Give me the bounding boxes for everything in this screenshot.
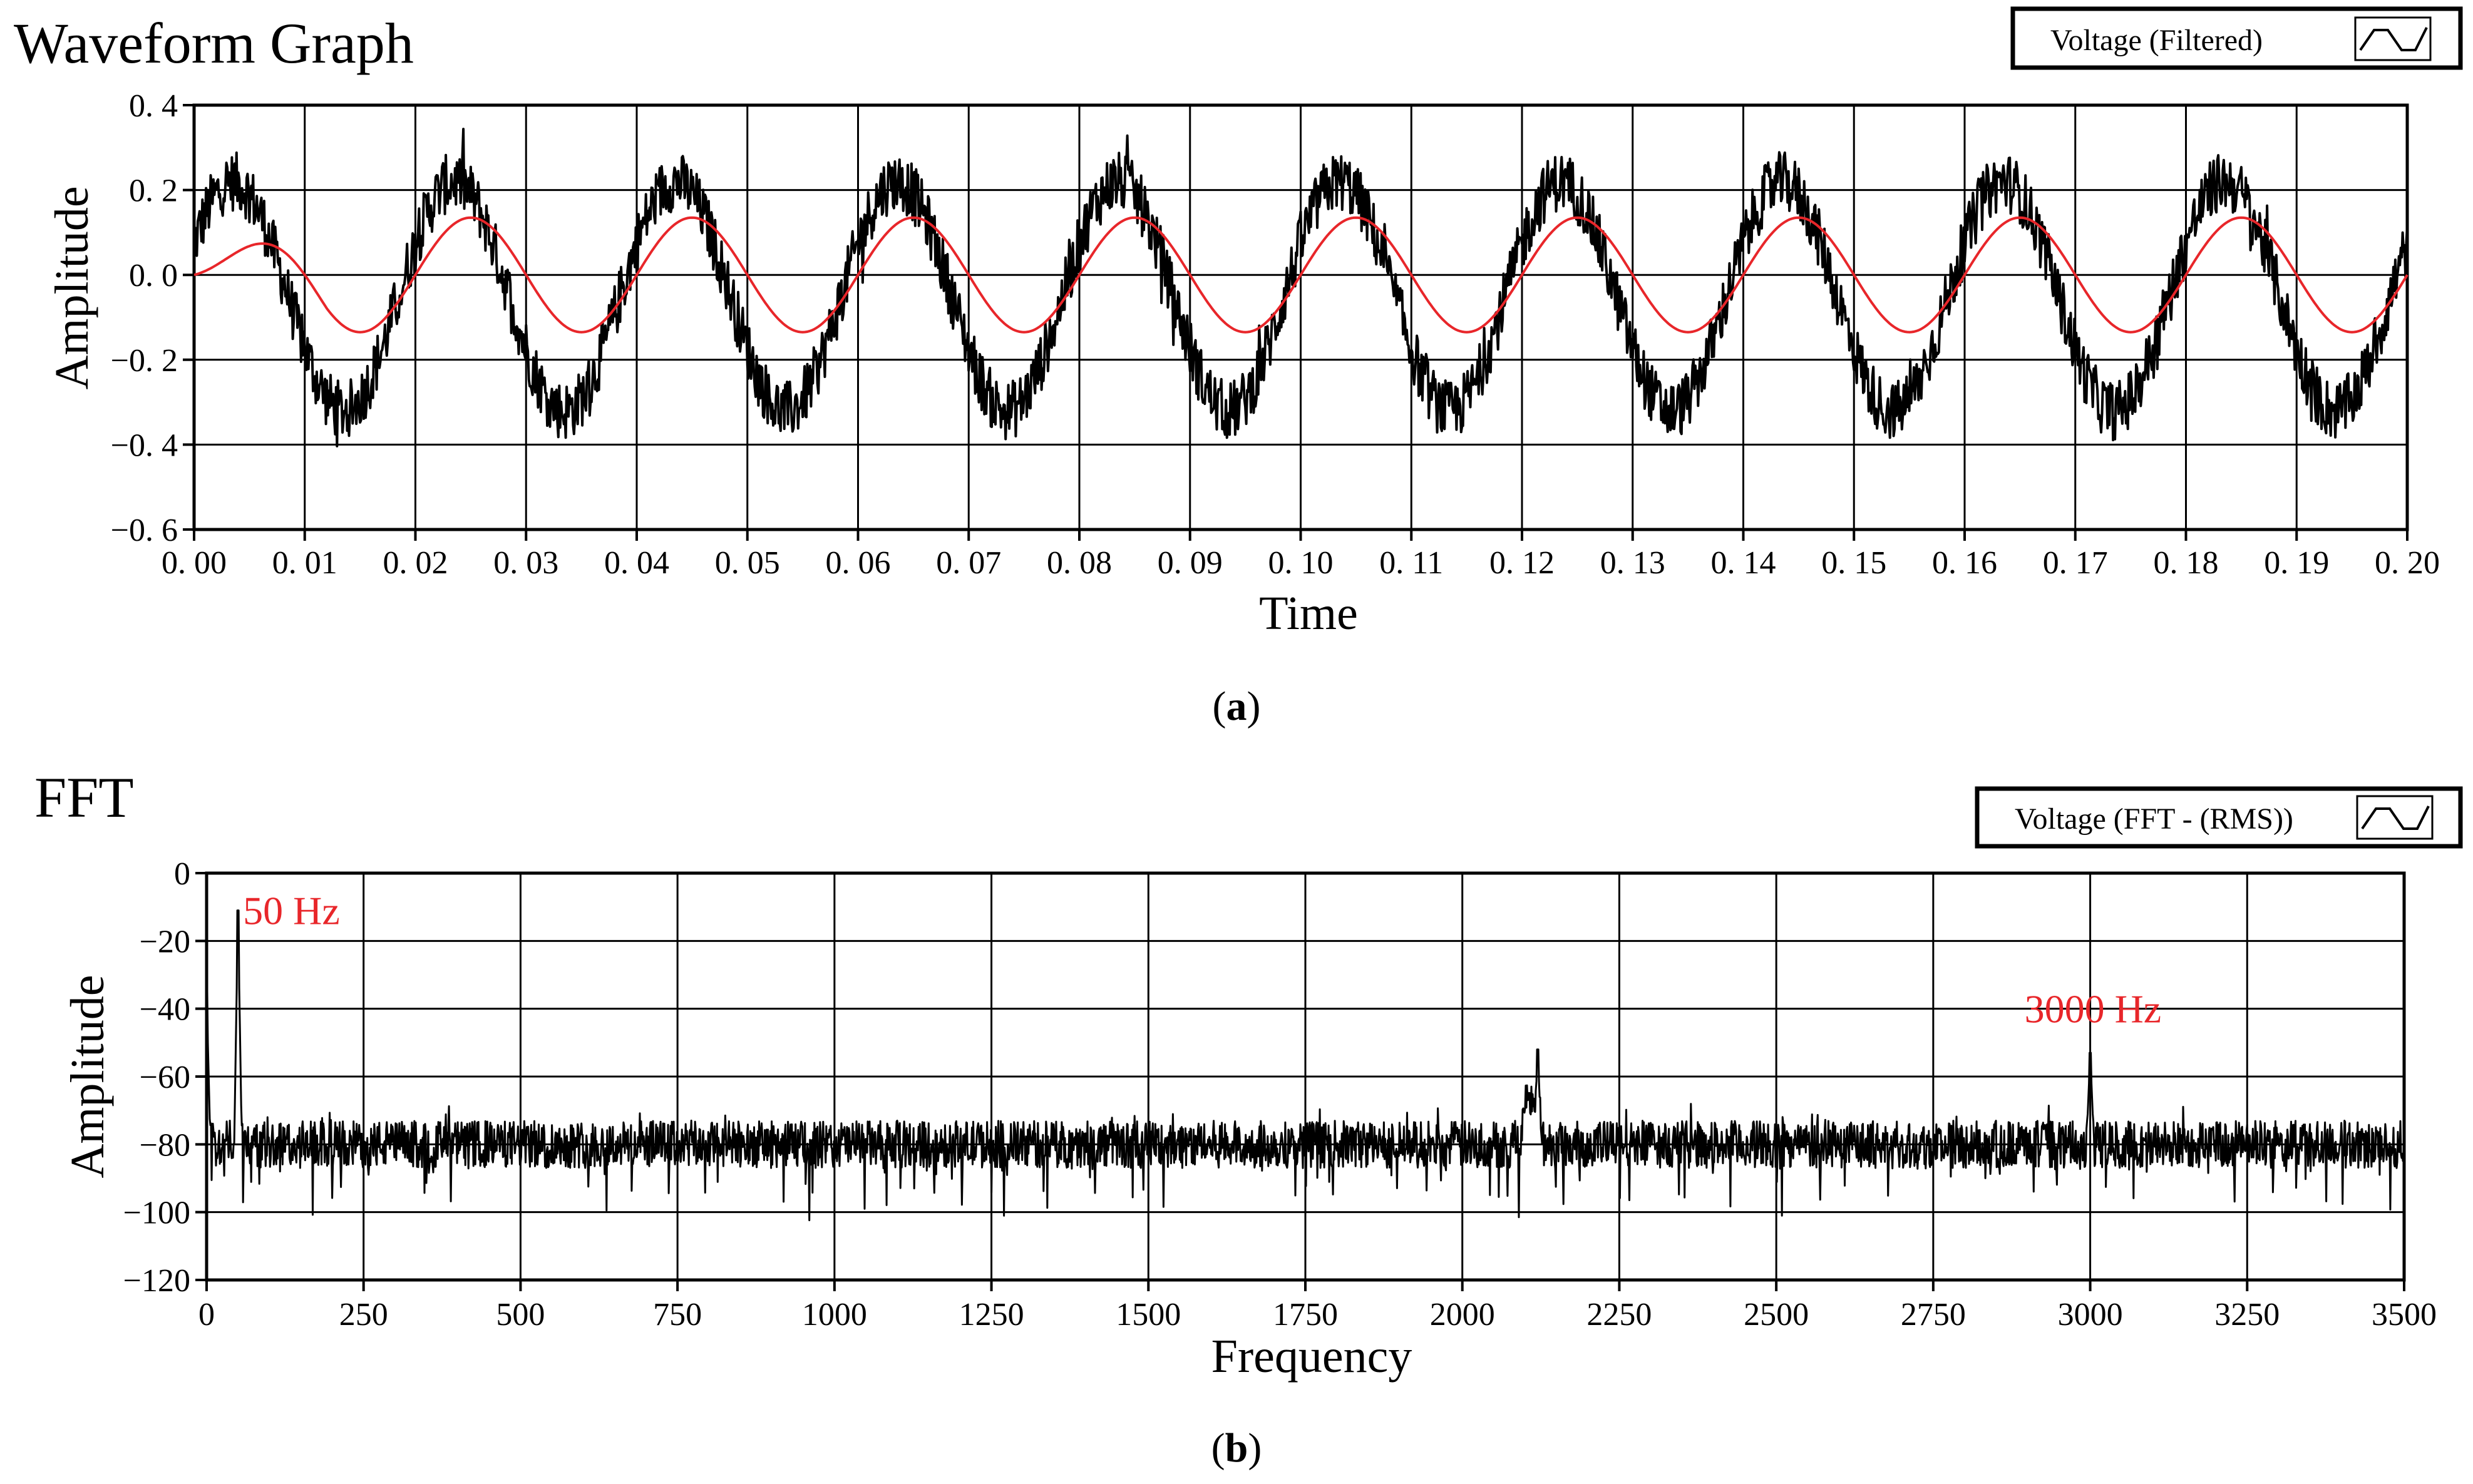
waveform-x-tick-label: 0. 01 bbox=[272, 545, 337, 581]
fft-y-tick-label: −120 bbox=[123, 1263, 190, 1299]
fft-y-tick-label: −20 bbox=[140, 924, 190, 959]
fft-annotation-label: 3000 Hz bbox=[2025, 986, 2162, 1031]
waveform-caption: (a) bbox=[1213, 683, 1261, 729]
fft-title: FFT bbox=[34, 765, 134, 829]
fft-x-tick-label: 0 bbox=[198, 1297, 215, 1333]
waveform-x-tick-label: 0. 11 bbox=[1379, 545, 1443, 581]
waveform-x-ticks: 0. 00 0. 01 0. 02 0. 03 0. 04 0. 05 0. 06 0. 07… bbox=[162, 530, 2440, 581]
waveform-legend-label: Voltage (Filtered) bbox=[2050, 24, 2263, 57]
waveform-x-tick-label: 0. 18 bbox=[2154, 545, 2219, 581]
waveform-y-tick-label: −0. 6 bbox=[111, 513, 178, 548]
waveform-series-red-sine bbox=[193, 216, 2409, 334]
fft-legend-label: Voltage (FFT - (RMS)) bbox=[2015, 802, 2293, 836]
waveform-caption-letter: a bbox=[1226, 683, 1247, 729]
fft-x-tick-label: 2750 bbox=[1901, 1297, 1966, 1333]
waveform-x-tick-label: 0. 07 bbox=[936, 545, 1001, 581]
waveform-x-tick-label: 0. 00 bbox=[162, 545, 227, 581]
waveform-x-tick-label: 0. 05 bbox=[715, 545, 780, 581]
waveform-legend: Voltage (Filtered) bbox=[2010, 6, 2463, 70]
fft-x-tick-label: 750 bbox=[653, 1297, 702, 1333]
waveform-y-tick-label: −0. 2 bbox=[111, 343, 178, 379]
fft-y-tick-label: −40 bbox=[140, 992, 190, 1028]
fft-y-tick-label: −60 bbox=[140, 1060, 190, 1095]
waveform-x-tick-label: 0. 12 bbox=[1489, 545, 1555, 581]
fft-x-tick-label: 3500 bbox=[2372, 1297, 2437, 1333]
waveform-x-tick-label: 0. 13 bbox=[1600, 545, 1665, 581]
fft-legend-swatch-icon bbox=[2356, 795, 2434, 840]
fft-y-axis-title: Amplitude bbox=[61, 975, 114, 1178]
fft-annotations: 50 Hz 3000 Hz bbox=[243, 888, 2161, 1031]
fft-x-tick-label: 1250 bbox=[959, 1297, 1024, 1333]
fft-legend: Voltage (FFT - (RMS)) bbox=[1975, 786, 2463, 849]
fft-panel: FFT Voltage (FFT - (RMS)) 50 Hz 3000 Hz 0… bbox=[34, 765, 2463, 1471]
fft-caption-letter: b bbox=[1225, 1425, 1248, 1471]
fft-x-ticks: 0 250 500 750 1000 1250 1500 1750 2000 2250 2500 27… bbox=[198, 1280, 2437, 1333]
waveform-legend-swatch-icon bbox=[2354, 16, 2432, 61]
waveform-series-voltage-filtered bbox=[193, 128, 2409, 448]
waveform-x-tick-label: 0. 02 bbox=[383, 545, 448, 581]
fft-series bbox=[206, 909, 2405, 1222]
waveform-y-ticks: 0. 4 0. 2 0. 0 −0. 2 −0. 4 −0. 6 bbox=[111, 88, 194, 548]
waveform-y-tick-label: −0. 4 bbox=[111, 427, 178, 463]
waveform-x-tick-label: 0. 03 bbox=[493, 545, 558, 581]
waveform-panel: Waveform Graph Voltage (Filtered) 0. 40.… bbox=[14, 6, 2463, 729]
fft-series-voltage-rms bbox=[206, 909, 2405, 1222]
fft-x-axis-title: Frequency bbox=[1211, 1330, 1412, 1383]
fft-x-tick-label: 250 bbox=[339, 1297, 388, 1333]
fft-caption: (b) bbox=[1211, 1425, 1262, 1471]
waveform-x-tick-label: 0. 06 bbox=[826, 545, 891, 581]
fft-x-tick-label: 1000 bbox=[802, 1297, 867, 1333]
waveform-x-tick-label: 0. 09 bbox=[1158, 545, 1223, 581]
waveform-x-tick-label: 0. 08 bbox=[1047, 545, 1112, 581]
waveform-y-tick-label: 0. 0 bbox=[129, 258, 178, 294]
fft-x-tick-label: 2500 bbox=[1744, 1297, 1809, 1333]
fft-y-tick-label: −100 bbox=[123, 1195, 190, 1231]
fft-y-tick-label: −80 bbox=[140, 1127, 190, 1163]
fft-x-tick-label: 3250 bbox=[2214, 1297, 2280, 1333]
waveform-series bbox=[193, 128, 2409, 448]
waveform-title: Waveform Graph bbox=[14, 11, 414, 75]
waveform-x-tick-label: 0. 14 bbox=[1711, 545, 1776, 581]
waveform-x-tick-label: 0. 20 bbox=[2375, 545, 2440, 581]
waveform-y-axis-title: Amplitude bbox=[46, 186, 98, 389]
fft-x-tick-label: 3000 bbox=[2058, 1297, 2123, 1333]
waveform-x-tick-label: 0. 19 bbox=[2264, 545, 2329, 581]
fft-x-tick-label: 2250 bbox=[1586, 1297, 1652, 1333]
waveform-x-tick-label: 0. 16 bbox=[1932, 545, 1997, 581]
waveform-x-tick-label: 0. 15 bbox=[1821, 545, 1886, 581]
waveform-x-tick-label: 0. 10 bbox=[1268, 545, 1334, 581]
waveform-x-tick-label: 0. 17 bbox=[2043, 545, 2108, 581]
fft-annotation-label: 50 Hz bbox=[243, 888, 340, 933]
fft-x-tick-label: 500 bbox=[496, 1297, 545, 1333]
fft-grid bbox=[207, 873, 2404, 1280]
fft-x-tick-label: 2000 bbox=[1430, 1297, 1495, 1333]
waveform-x-tick-label: 0. 04 bbox=[604, 545, 669, 581]
fft-y-tick-label: 0 bbox=[174, 856, 190, 892]
waveform-grid bbox=[194, 105, 2407, 530]
fft-x-tick-label: 1500 bbox=[1116, 1297, 1181, 1333]
waveform-x-axis-title: Time bbox=[1259, 587, 1358, 640]
waveform-y-tick-label: 0. 4 bbox=[129, 88, 178, 124]
fft-x-tick-label: 1750 bbox=[1273, 1297, 1338, 1333]
fft-y-ticks: 0 −20 −40 −60 −80 −100 −120 bbox=[123, 856, 207, 1299]
waveform-y-tick-label: 0. 2 bbox=[129, 173, 178, 209]
